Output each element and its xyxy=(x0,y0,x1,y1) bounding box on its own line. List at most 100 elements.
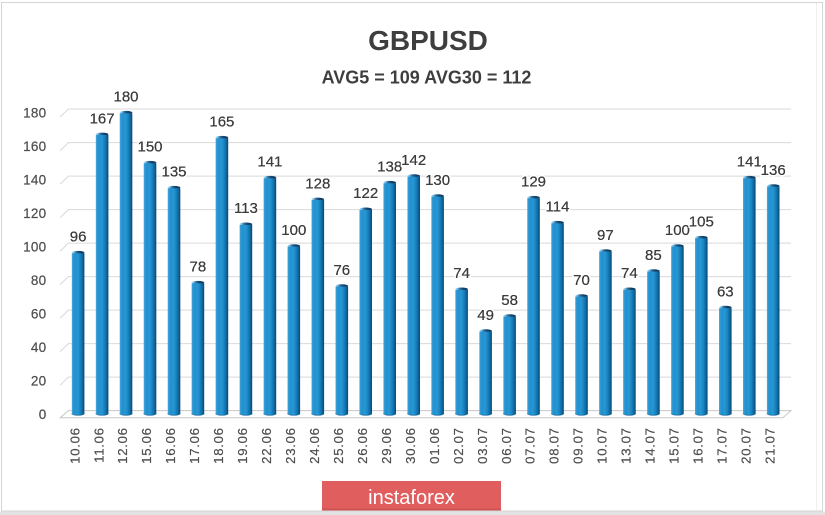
svg-text:29.06: 29.06 xyxy=(379,427,394,464)
svg-text:150: 150 xyxy=(137,139,162,156)
svg-text:76: 76 xyxy=(333,262,350,279)
svg-text:0: 0 xyxy=(39,407,47,422)
svg-text:100: 100 xyxy=(665,222,690,239)
svg-text:02.07: 02.07 xyxy=(451,427,466,464)
svg-text:160: 160 xyxy=(23,139,46,154)
svg-text:165: 165 xyxy=(209,114,234,131)
svg-text:AVG5 = 109 AVG30 = 112: AVG5 = 109 AVG30 = 112 xyxy=(322,68,532,88)
svg-text:16.07: 16.07 xyxy=(691,427,706,464)
svg-text:15.06: 15.06 xyxy=(139,427,154,464)
svg-text:114: 114 xyxy=(546,199,570,216)
svg-text:142: 142 xyxy=(401,152,426,169)
svg-text:167: 167 xyxy=(90,110,115,127)
svg-text:100: 100 xyxy=(665,222,690,239)
svg-text:136: 136 xyxy=(761,162,786,179)
svg-text:80: 80 xyxy=(31,273,47,288)
svg-text:97: 97 xyxy=(597,227,614,244)
svg-text:180: 180 xyxy=(23,106,46,121)
svg-text:165: 165 xyxy=(209,114,234,131)
svg-text:22.06: 22.06 xyxy=(259,427,274,464)
svg-text:03.07: 03.07 xyxy=(475,427,490,464)
svg-text:11.06: 11.06 xyxy=(91,427,106,463)
svg-text:09.07: 09.07 xyxy=(571,427,586,464)
svg-text:49: 49 xyxy=(477,307,494,324)
svg-text:63: 63 xyxy=(717,284,734,301)
svg-text:30.06: 30.06 xyxy=(403,427,418,464)
svg-text:07.07: 07.07 xyxy=(523,427,538,464)
svg-text:10.07: 10.07 xyxy=(595,427,610,464)
svg-text:141: 141 xyxy=(737,154,762,171)
svg-text:10.06: 10.06 xyxy=(67,427,82,464)
svg-text:74: 74 xyxy=(621,265,638,282)
svg-text:70: 70 xyxy=(573,272,590,289)
svg-text:129: 129 xyxy=(521,174,546,191)
svg-text:130: 130 xyxy=(425,172,450,189)
svg-text:105: 105 xyxy=(689,214,714,231)
svg-text:135: 135 xyxy=(161,164,186,181)
svg-text:78: 78 xyxy=(190,259,207,276)
svg-text:96: 96 xyxy=(70,229,87,246)
svg-text:58: 58 xyxy=(501,292,518,309)
svg-text:128: 128 xyxy=(305,175,330,192)
svg-text:49: 49 xyxy=(477,307,494,324)
svg-text:58: 58 xyxy=(501,292,518,309)
svg-text:114: 114 xyxy=(546,199,570,216)
svg-text:122: 122 xyxy=(353,185,378,202)
svg-text:85: 85 xyxy=(645,247,662,264)
svg-text:instaforex: instaforex xyxy=(368,487,455,509)
svg-text:180: 180 xyxy=(113,89,138,106)
svg-text:63: 63 xyxy=(717,284,734,301)
svg-text:16.06: 16.06 xyxy=(163,427,178,464)
svg-text:141: 141 xyxy=(257,154,282,171)
svg-text:12.06: 12.06 xyxy=(115,427,130,464)
svg-text:130: 130 xyxy=(425,172,450,189)
svg-text:113: 113 xyxy=(234,200,258,217)
svg-text:20.07: 20.07 xyxy=(739,427,754,464)
svg-text:105: 105 xyxy=(689,214,714,231)
svg-text:96: 96 xyxy=(70,229,87,246)
svg-text:141: 141 xyxy=(257,154,282,171)
svg-text:138: 138 xyxy=(377,159,402,176)
svg-text:138: 138 xyxy=(377,159,402,176)
svg-text:70: 70 xyxy=(573,272,590,289)
svg-text:19.06: 19.06 xyxy=(235,427,250,464)
svg-text:21.07: 21.07 xyxy=(762,427,777,464)
svg-text:26.06: 26.06 xyxy=(355,427,370,464)
svg-text:120: 120 xyxy=(23,206,46,221)
svg-text:135: 135 xyxy=(161,164,186,181)
svg-text:40: 40 xyxy=(31,340,47,355)
svg-text:74: 74 xyxy=(621,265,638,282)
svg-text:100: 100 xyxy=(281,222,306,239)
svg-text:136: 136 xyxy=(761,162,786,179)
svg-text:76: 76 xyxy=(333,262,350,279)
svg-text:74: 74 xyxy=(453,265,470,282)
svg-text:14.07: 14.07 xyxy=(643,427,658,464)
svg-text:60: 60 xyxy=(31,307,47,322)
svg-text:01.06: 01.06 xyxy=(427,427,442,464)
svg-text:150: 150 xyxy=(137,139,162,156)
svg-text:23.06: 23.06 xyxy=(283,427,298,464)
svg-text:180: 180 xyxy=(113,89,138,106)
svg-text:113: 113 xyxy=(234,200,258,217)
svg-text:122: 122 xyxy=(353,185,378,202)
svg-text:17.07: 17.07 xyxy=(715,427,730,464)
svg-text:15.07: 15.07 xyxy=(667,427,682,464)
svg-text:167: 167 xyxy=(90,110,115,127)
svg-text:100: 100 xyxy=(281,222,306,239)
svg-text:78: 78 xyxy=(190,259,207,276)
svg-text:140: 140 xyxy=(23,173,46,188)
svg-text:141: 141 xyxy=(737,154,762,171)
svg-text:20: 20 xyxy=(31,374,47,389)
svg-text:97: 97 xyxy=(597,227,614,244)
svg-text:85: 85 xyxy=(645,247,662,264)
svg-text:06.07: 06.07 xyxy=(499,427,514,464)
svg-text:24.06: 24.06 xyxy=(307,427,322,464)
svg-text:74: 74 xyxy=(453,265,470,282)
svg-text:25.06: 25.06 xyxy=(331,427,346,464)
svg-text:GBPUSD: GBPUSD xyxy=(368,25,488,56)
svg-text:129: 129 xyxy=(521,174,546,191)
svg-text:13.07: 13.07 xyxy=(619,427,634,464)
svg-text:08.07: 08.07 xyxy=(547,427,562,464)
svg-text:128: 128 xyxy=(305,175,330,192)
svg-text:100: 100 xyxy=(23,240,46,255)
